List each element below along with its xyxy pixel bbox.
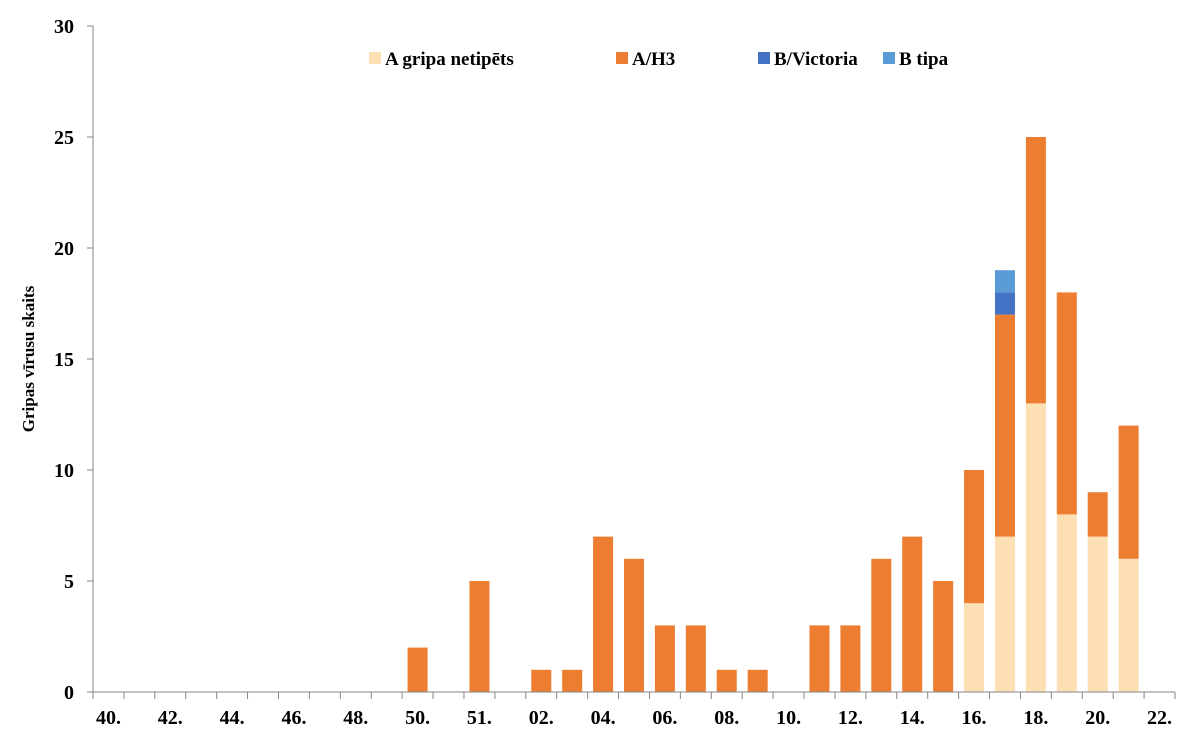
y-tick-label-10: 10 (54, 460, 74, 482)
x-tick-label-06: 06. (652, 707, 677, 729)
bar-20-series-1 (1087, 492, 1108, 537)
bar-13-series-1 (871, 558, 892, 692)
x-tick-label-50: 50. (405, 707, 430, 729)
x-tick-label-14: 14. (900, 707, 925, 729)
y-axis-title: Gripas vīrusu skaits (19, 285, 38, 432)
x-tick-label-51: 51. (467, 707, 492, 729)
x-tick-label-42: 42. (158, 707, 183, 729)
bar-50-series-1 (407, 647, 428, 692)
bar-05-series-1 (624, 558, 644, 692)
x-tick-label-46: 46. (281, 707, 306, 729)
y-tick-label-25: 25 (54, 127, 74, 149)
y-tick-label-30: 30 (54, 16, 74, 38)
legend-label-3: B tipa (899, 49, 949, 70)
bar-21-series-1 (1118, 425, 1139, 559)
bar-03-series-1 (562, 669, 583, 692)
y-tick-label-15: 15 (54, 349, 74, 371)
bar-12-series-1 (840, 625, 861, 692)
bar-07-series-1 (685, 625, 706, 692)
bar-11-series-1 (809, 625, 830, 692)
legend-swatch-2 (758, 52, 770, 64)
bars-group (407, 137, 1139, 692)
bar-04-series-1 (593, 536, 614, 692)
x-tick-label-08: 08. (714, 707, 739, 729)
legend-label-1: A/H3 (632, 49, 675, 70)
bar-17-series-2 (994, 292, 1015, 315)
bar-18-series-1 (1025, 137, 1046, 404)
bar-17-series-3 (994, 270, 1015, 293)
y-tick-label-20: 20 (54, 238, 74, 260)
bar-18-series-0 (1025, 403, 1046, 692)
x-tick-label-48: 48. (343, 707, 368, 729)
x-tick-label-12: 12. (838, 707, 863, 729)
bar-21-series-0 (1118, 558, 1139, 692)
bar-02-series-1 (531, 669, 552, 692)
bar-17-series-0 (994, 536, 1015, 692)
bar-16-series-0 (964, 603, 985, 692)
bar-09-series-1 (747, 669, 768, 692)
x-tick-label-04: 04. (591, 707, 616, 729)
legend: A gripa netipēts A/H3 B/Victoria B tipa (369, 49, 949, 70)
bar-14-series-1 (902, 536, 923, 692)
x-tick-label-40: 40. (96, 707, 121, 729)
x-tick-label-02: 02. (529, 707, 554, 729)
bar-19-series-1 (1056, 292, 1077, 515)
axes-group: 0 5 10 15 20 25 30 40. 42. 44. 46. 48. 50. 51. 02. 04. 0… (54, 16, 1176, 729)
y-tick-label-5: 5 (64, 571, 74, 593)
legend-label-2: B/Victoria (774, 49, 858, 70)
x-tick-label-16: 16. (962, 707, 987, 729)
y-tick-label-0: 0 (64, 682, 74, 704)
x-tick-label-22: 22. (1147, 707, 1172, 729)
legend-label-0: A gripa netipēts (385, 49, 514, 70)
x-tick-label-18: 18. (1023, 707, 1048, 729)
legend-swatch-0 (369, 52, 381, 64)
bar-06-series-1 (654, 625, 675, 692)
bar-17-series-1 (994, 314, 1015, 537)
legend-swatch-1 (616, 52, 628, 64)
legend-swatch-3 (883, 52, 895, 64)
bar-20-series-0 (1087, 536, 1108, 692)
bar-52-series-1 (469, 581, 490, 692)
bar-15-series-1 (933, 581, 954, 692)
x-tick-label-20: 20. (1085, 707, 1110, 729)
bar-19-series-0 (1056, 514, 1077, 692)
x-tick-label-10: 10. (776, 707, 801, 729)
bar-16-series-1 (964, 470, 985, 604)
x-tick-label-44: 44. (220, 707, 245, 729)
bar-08-series-1 (716, 669, 737, 692)
